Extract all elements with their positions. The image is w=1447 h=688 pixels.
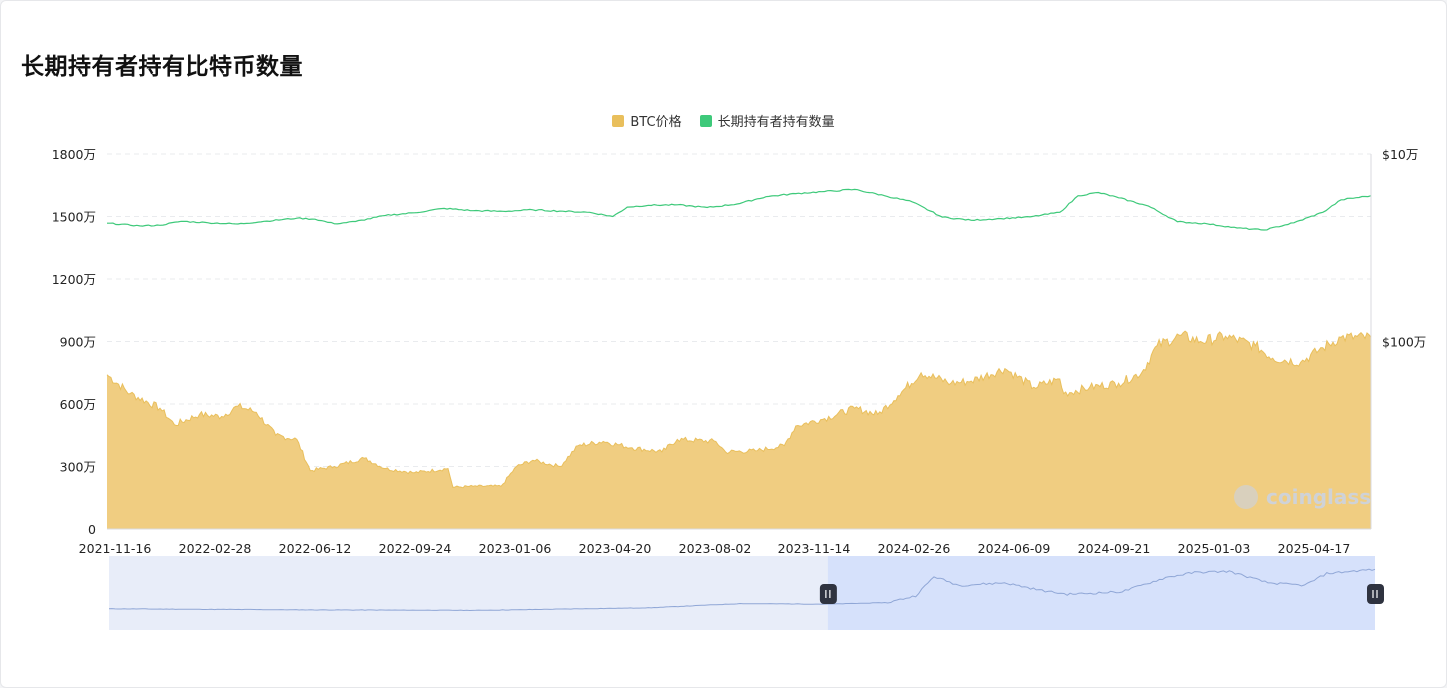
- page-title: 长期持有者持有比特币数量: [21, 54, 303, 80]
- zoom-line: [108, 568, 1376, 612]
- handle-grip-icon: [819, 584, 837, 604]
- x-tick-label: 2022-06-12: [279, 541, 352, 556]
- legend-label-price: BTC价格: [630, 115, 682, 130]
- x-tick-label: 2021-11-16: [79, 541, 152, 556]
- y-tick-label: 600万: [60, 397, 96, 412]
- x-tick-label: 2022-02-28: [179, 541, 252, 556]
- price-line: [106, 330, 1372, 489]
- zoom-slider[interactable]: [108, 556, 1384, 630]
- holders-series: [107, 188, 1372, 231]
- holders-line: [107, 188, 1372, 231]
- price-series: [106, 330, 1372, 529]
- handle-grip-icon: [1367, 584, 1384, 604]
- y-right-tick-label: $10万: [1382, 147, 1418, 162]
- watermark: coinglass: [1234, 485, 1371, 509]
- x-tick-label: 2023-11-14: [778, 541, 851, 556]
- price-area: [107, 331, 1371, 529]
- y-axis-right: $10万 $100万: [1370, 147, 1426, 529]
- y-tick-label: 0: [88, 522, 96, 537]
- x-tick-label: 2024-06-09: [978, 541, 1051, 556]
- x-tick-label: 2025-01-03: [1178, 541, 1251, 556]
- legend-item-price[interactable]: BTC价格: [612, 111, 682, 130]
- x-tick-label: 2023-01-06: [479, 541, 552, 556]
- x-tick-label: 2023-04-20: [579, 541, 652, 556]
- x-tick-label: 2025-04-17: [1278, 541, 1351, 556]
- legend-label-holders: 长期持有者持有数量: [717, 115, 835, 130]
- x-axis: 2021-11-16 2022-02-28 2022-06-12 2022-09-24…: [79, 528, 1371, 556]
- y-tick-label: 300万: [60, 460, 96, 475]
- y-tick-label: 1800万: [52, 147, 96, 162]
- zoom-handle-left[interactable]: [819, 584, 837, 604]
- x-tick-label: 2024-02-26: [878, 541, 951, 556]
- x-tick-label: 2023-08-02: [679, 541, 752, 556]
- holders-swatch-icon: [699, 114, 712, 127]
- zoom-handle-right[interactable]: [1367, 584, 1384, 604]
- y-axis-left: 0 300万 600万 900万 1200万 1500万 1800万: [52, 147, 96, 537]
- y-right-tick-label: $100万: [1382, 335, 1426, 350]
- y-tick-label: 900万: [60, 335, 96, 350]
- y-tick-label: 1500万: [52, 210, 96, 225]
- coinglass-logo-icon: [1234, 485, 1258, 509]
- y-tick-label: 1200万: [52, 272, 96, 287]
- watermark-text: coinglass: [1266, 485, 1371, 509]
- price-swatch-icon: [612, 114, 625, 127]
- x-tick-label: 2022-09-24: [379, 541, 452, 556]
- legend: BTC价格 长期持有者持有数量: [1, 111, 1446, 130]
- x-tick-label: 2024-09-21: [1078, 541, 1151, 556]
- legend-item-holders[interactable]: 长期持有者持有数量: [699, 111, 835, 130]
